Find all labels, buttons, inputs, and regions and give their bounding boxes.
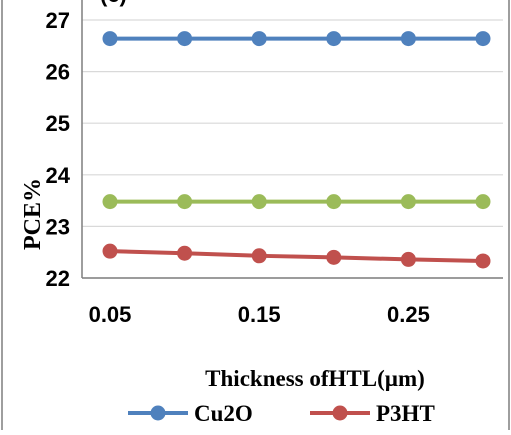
legend-label: P3HT — [376, 401, 435, 426]
data-point — [475, 194, 491, 210]
x-tick-label: 0.05 — [89, 302, 132, 327]
y-tick-label: 24 — [46, 163, 71, 188]
legend-label: Cu2O — [194, 401, 253, 426]
data-point — [177, 31, 193, 47]
y-tick-label: 23 — [46, 214, 70, 239]
panel-label: (c) — [100, 0, 127, 7]
data-point — [400, 194, 416, 210]
data-point — [102, 194, 118, 210]
data-point — [102, 31, 118, 47]
y-tick-label: 22 — [46, 266, 70, 291]
axis-layer — [81, 0, 503, 279]
data-point — [475, 253, 491, 269]
data-point — [251, 248, 267, 264]
data-point — [177, 245, 193, 261]
data-point — [475, 31, 491, 47]
series-layer — [102, 31, 491, 269]
x-tick-label: 0.15 — [238, 302, 281, 327]
x-tick-label: 0.25 — [387, 302, 430, 327]
data-point — [251, 31, 267, 47]
data-point — [400, 31, 416, 47]
x-axis-title: Thickness ofHTL(µm) — [205, 366, 425, 391]
data-point — [326, 194, 342, 210]
y-axis-title: PCE% — [20, 178, 46, 250]
y-tick-label: 26 — [46, 60, 70, 85]
data-point — [326, 31, 342, 47]
label-layer: 22 23 24 25 26 27 0.05 0.15 0.25 (c) PCE% Thickness… — [20, 0, 430, 391]
series-line — [109, 249, 484, 263]
data-point — [326, 249, 342, 265]
data-point — [400, 251, 416, 267]
legend-marker — [332, 405, 348, 421]
data-point — [251, 194, 267, 210]
y-tick-label: 27 — [46, 8, 70, 33]
legend-marker — [150, 405, 166, 421]
data-point — [177, 194, 193, 210]
y-tick-label: 25 — [46, 111, 70, 136]
legend-layer: Cu2O P3HT — [128, 401, 435, 426]
data-point — [102, 243, 118, 259]
